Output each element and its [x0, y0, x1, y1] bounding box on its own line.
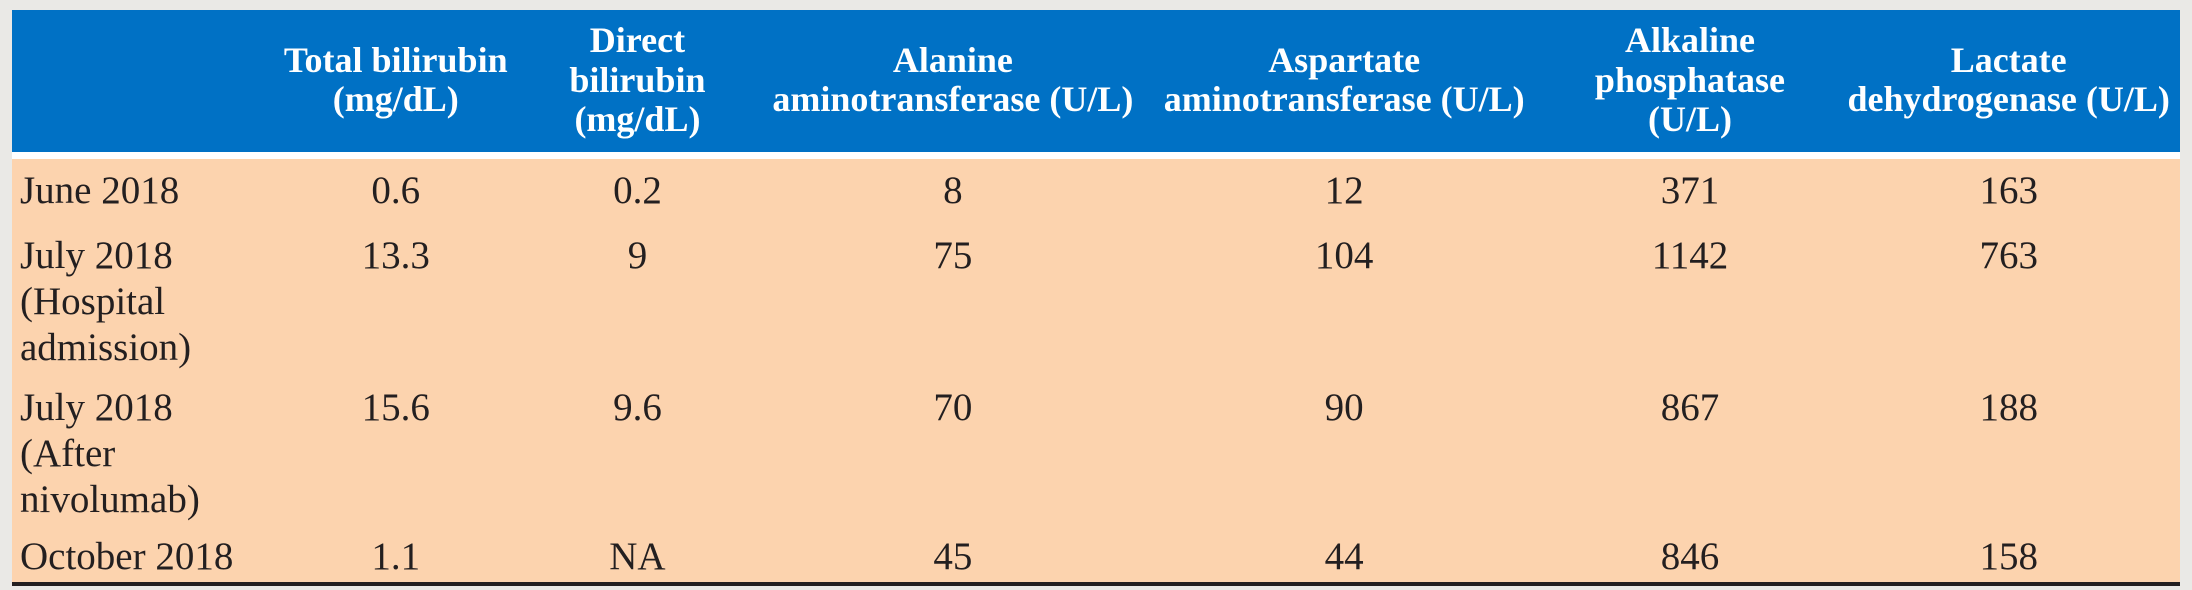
- table-cell: 13.3: [276, 222, 515, 375]
- table-cell: 75: [759, 222, 1146, 375]
- column-header-direct-bilirubin: Direct bilirubin (mg/dL): [514, 10, 760, 159]
- table-cell: 0.2: [514, 158, 760, 223]
- lab-values-table: Total bilirubin (mg/dL) Direct bilirubin…: [12, 10, 2180, 586]
- table-cell: 1142: [1542, 222, 1838, 375]
- table-row-june-2018: June 2018 0.6 0.2 8 12 371 163: [12, 158, 2180, 223]
- table-cell: 12: [1145, 158, 1543, 223]
- column-header-alanine-aminotransferase: Alanine aminotransferase (U/L): [759, 10, 1146, 159]
- table-cell: NA: [514, 526, 760, 582]
- table-cell: 70: [759, 374, 1146, 527]
- table-cell: 0.6: [276, 158, 515, 223]
- table-row-july-2018-hospital-admission: July 2018 (Hospital admission) 13.3 9 75…: [12, 222, 2180, 375]
- table-header-row: Total bilirubin (mg/dL) Direct bilirubin…: [12, 10, 2180, 159]
- column-header-aspartate-aminotransferase: Aspartate aminotransferase (U/L): [1145, 10, 1543, 159]
- row-label: June 2018: [12, 158, 277, 223]
- table-cell: 44: [1145, 526, 1543, 582]
- table-cell: 90: [1145, 374, 1543, 527]
- row-label: July 2018 (After nivolumab): [12, 374, 277, 527]
- table-cell: 763: [1837, 222, 2180, 375]
- column-header-alkaline-phosphatase: Alkaline phosphatase (U/L): [1542, 10, 1838, 159]
- column-header-empty: [12, 10, 277, 159]
- column-header-lactate-dehydrogenase: Lactate dehydrogenase (U/L): [1837, 10, 2180, 159]
- table-cell: 1.1: [276, 526, 515, 582]
- column-header-total-bilirubin: Total bilirubin (mg/dL): [276, 10, 515, 159]
- table-cell: 371: [1542, 158, 1838, 223]
- row-label: July 2018 (Hospital admission): [12, 222, 277, 375]
- table-cell: 15.6: [276, 374, 515, 527]
- row-label: October 2018: [12, 526, 277, 582]
- table-row-july-2018-after-nivolumab: July 2018 (After nivolumab) 15.6 9.6 70 …: [12, 374, 2180, 527]
- table-cell: 9: [514, 222, 760, 375]
- table-cell: 846: [1542, 526, 1838, 582]
- table-cell: 188: [1837, 374, 2180, 527]
- table-row-october-2018: October 2018 1.1 NA 45 44 846 158: [12, 526, 2180, 582]
- table-cell: 104: [1145, 222, 1543, 375]
- table-cell: 867: [1542, 374, 1838, 527]
- table-cell: 163: [1837, 158, 2180, 223]
- table-cell: 9.6: [514, 374, 760, 527]
- table-cell: 8: [759, 158, 1146, 223]
- table-cell: 45: [759, 526, 1146, 582]
- table-cell: 158: [1837, 526, 2180, 582]
